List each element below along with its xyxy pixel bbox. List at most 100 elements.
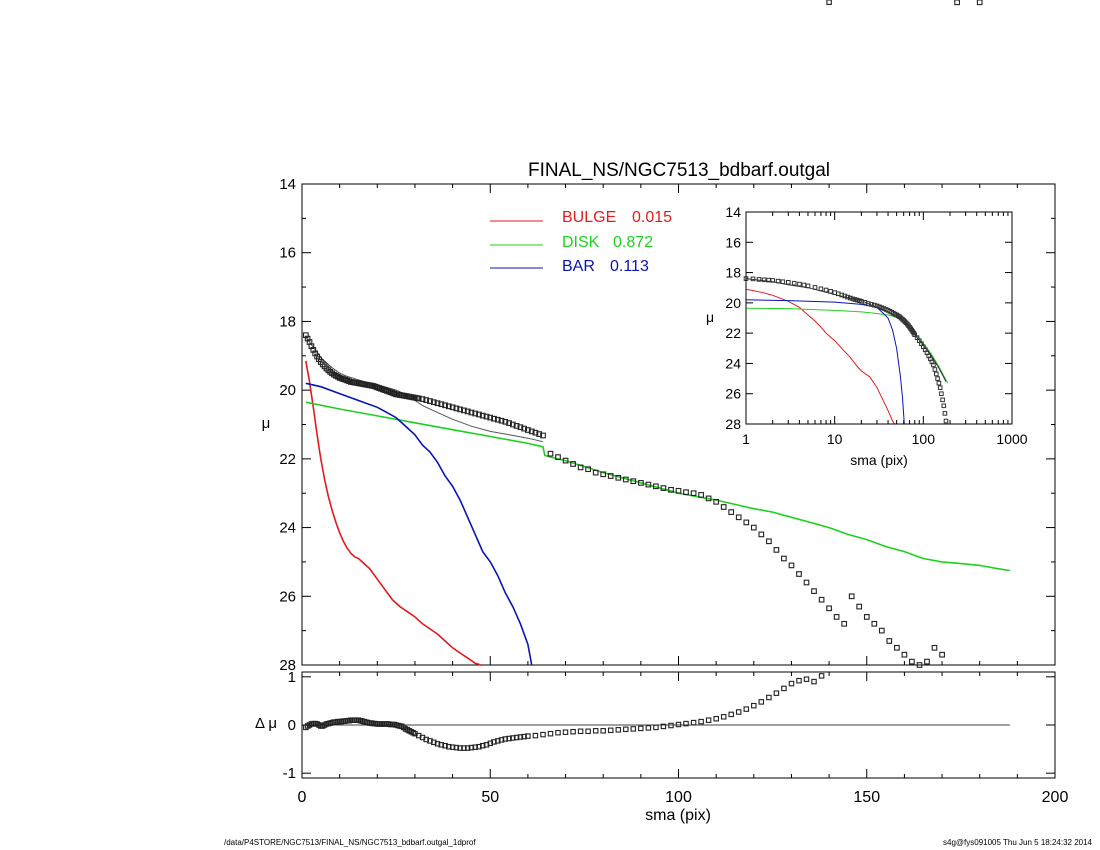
- inset-background: [746, 212, 1012, 424]
- main-series-bulge: [305, 360, 482, 666]
- main-observed-point: [856, 603, 863, 610]
- main-observed-point: [476, 411, 482, 418]
- residual-xtick-label-0: 0: [298, 789, 307, 806]
- inset-observed-point: [780, 279, 786, 284]
- inset-observed-points: [743, 276, 949, 424]
- inset-series-bar: [745, 299, 905, 425]
- main-observed-point: [660, 485, 667, 491]
- residual-observed-point: [683, 720, 689, 727]
- inset-observed-point: [943, 418, 949, 424]
- residual-observed-point: [427, 738, 433, 744]
- main-observed-point: [976, 0, 983, 6]
- residual-xtick-label-3: 150: [853, 789, 880, 806]
- residual-observed-point: [781, 685, 787, 692]
- residual-ytick-label-1: 0: [288, 717, 296, 734]
- residual-observed-point: [555, 729, 561, 736]
- inset-observed-point: [839, 292, 845, 298]
- main-ytick-label-0: 14: [279, 176, 296, 193]
- main-observed-point: [600, 471, 607, 478]
- main-observed-point: [487, 414, 494, 421]
- main-observed-point: [607, 473, 614, 479]
- legend-bulge-name: BULGE: [562, 209, 616, 226]
- inset-frame: [745, 211, 1013, 425]
- residual-observed-point: [698, 718, 704, 725]
- main-observed-point: [592, 469, 599, 476]
- main-observed-point: [690, 490, 697, 497]
- main-ylabel: μ: [262, 415, 271, 432]
- inset-observed-point: [936, 380, 942, 386]
- residual-observed-point: [464, 745, 471, 751]
- main-observed-point: [491, 415, 497, 422]
- residual-observed-point: [766, 694, 772, 701]
- main-series-bar: [305, 382, 533, 666]
- inset-observed-point: [756, 277, 762, 282]
- main-observed-point: [788, 562, 795, 569]
- residual-observed-point: [705, 717, 712, 723]
- inset-observed-point: [818, 286, 824, 292]
- legend-bulge-value: 0.015: [632, 209, 672, 226]
- inset-ytick-label-2: 18: [725, 265, 741, 281]
- inset-ytick-label-5: 24: [725, 355, 741, 371]
- main-observed-point: [954, 0, 960, 6]
- legend-bar-value: 0.113: [610, 258, 649, 275]
- inset-observed-point: [872, 302, 877, 308]
- main-observed-point: [630, 478, 637, 485]
- inset-ytick-label-6: 26: [725, 386, 741, 402]
- inset-xlabel: sma (pix): [850, 452, 908, 468]
- main-observed-point: [705, 495, 712, 502]
- main-ytick-label-1: 16: [279, 245, 296, 262]
- residual-observed-point: [570, 728, 576, 735]
- inset-observed-point: [869, 302, 874, 307]
- main-observed-point: [833, 614, 840, 620]
- residual-xtick-label-1: 50: [481, 789, 499, 806]
- residual-observed-point: [811, 678, 817, 685]
- main-observed-point: [517, 424, 524, 431]
- residual-observed-point: [668, 722, 674, 729]
- residual-observed-point: [521, 733, 527, 740]
- main-observed-point: [683, 489, 689, 496]
- main-observed-point: [434, 400, 441, 407]
- residual-observed-point: [540, 731, 546, 738]
- inset-ytick-label-3: 20: [725, 295, 741, 311]
- main-observed-point: [803, 579, 810, 586]
- residual-observed-point: [476, 743, 482, 750]
- main-observed-point: [562, 457, 569, 464]
- main-observed-point: [728, 509, 735, 515]
- main-series: [305, 336, 1010, 666]
- main-observed-point: [931, 644, 938, 651]
- main-observed-point: [479, 412, 486, 419]
- inset-xtick-label-2: 100: [912, 431, 936, 447]
- main-observed-point: [939, 651, 945, 658]
- inset-observed-point: [845, 294, 850, 300]
- main-observed-point: [438, 401, 445, 408]
- main-observed-point: [509, 421, 516, 428]
- residual-observed-point: [577, 728, 584, 735]
- chart-title: FINAL_NS/NGC7513_bdbarf.outgal: [528, 160, 830, 181]
- residual-observed-point: [751, 702, 757, 709]
- residual-observed-point: [728, 711, 734, 718]
- residual-ytick-label-0: -1: [283, 765, 296, 782]
- inset-observed-point: [912, 332, 918, 337]
- residual-observed-point: [434, 741, 441, 747]
- residual-observed-point: [506, 735, 512, 742]
- main-observed-point: [494, 416, 501, 423]
- residual-observed-point: [461, 745, 467, 751]
- residual-observed-point: [431, 739, 437, 746]
- main-observed-point: [555, 454, 561, 460]
- main-observed-point: [498, 417, 505, 424]
- main-observed-point: [442, 402, 448, 409]
- inset-ytick-label-4: 22: [725, 325, 741, 341]
- residual-observed-point: [690, 719, 697, 726]
- inset-observed-point: [823, 287, 829, 293]
- inset-observed-point: [775, 278, 781, 284]
- residual-observed-point: [660, 723, 667, 730]
- main-panel: 14 16 18 20 22 24 26 28 μ BULGE 0.015 DISK 0.87…: [262, 0, 1056, 674]
- residual-xtick-label-2: 100: [665, 789, 692, 806]
- residual-observed-point: [826, 0, 832, 5]
- residual-observed-point: [600, 728, 606, 734]
- legend-disk-value: 0.872: [613, 234, 653, 251]
- footer-timestamp: s4g@fys091005 Thu Jun 5 18:24:32 2014: [943, 838, 1092, 847]
